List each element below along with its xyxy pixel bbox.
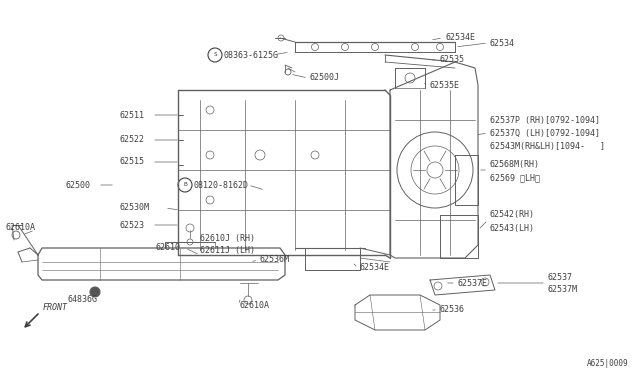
Text: 62511: 62511 (120, 110, 145, 119)
Text: 62535E: 62535E (430, 80, 460, 90)
Text: A625|0009: A625|0009 (586, 359, 628, 368)
Text: 62543(LH): 62543(LH) (490, 224, 535, 232)
Text: 62537Q (LH)[0792-1094]: 62537Q (LH)[0792-1094] (490, 128, 600, 138)
Text: 62543M(RH&LH)[1094-   ]: 62543M(RH&LH)[1094- ] (490, 141, 605, 151)
Text: 62610A: 62610A (5, 224, 35, 232)
Text: S: S (213, 52, 217, 58)
Text: 62536: 62536 (440, 305, 465, 314)
Text: 64836G: 64836G (68, 295, 98, 305)
Text: 62610: 62610 (155, 244, 180, 253)
Text: FRONT: FRONT (43, 302, 68, 311)
Text: 62534E: 62534E (360, 263, 390, 273)
Text: 62542(RH): 62542(RH) (490, 211, 535, 219)
Text: 62568M(RH): 62568M(RH) (490, 160, 540, 170)
Text: 62610J (RH): 62610J (RH) (200, 234, 255, 243)
Text: 62534: 62534 (490, 38, 515, 48)
Text: 62536M: 62536M (260, 256, 290, 264)
Circle shape (90, 287, 100, 297)
Text: 08120-8162D: 08120-8162D (194, 180, 249, 189)
Text: 62537E: 62537E (458, 279, 488, 288)
Text: 62500J: 62500J (310, 74, 340, 83)
Text: 62535: 62535 (440, 55, 465, 64)
Text: 08363-6125G: 08363-6125G (224, 51, 279, 60)
Text: 62569 （LH）: 62569 （LH） (490, 173, 540, 183)
Text: 62522: 62522 (120, 135, 145, 144)
Text: 62534E: 62534E (445, 33, 475, 42)
Text: 62537M: 62537M (548, 285, 578, 295)
Text: B: B (183, 183, 187, 187)
Text: 62610A: 62610A (240, 301, 270, 310)
Text: 62611J (LH): 62611J (LH) (200, 246, 255, 254)
Text: 62530M: 62530M (120, 203, 150, 212)
Text: 62537P (RH)[0792-1094]: 62537P (RH)[0792-1094] (490, 115, 600, 125)
Text: 62500: 62500 (65, 180, 90, 189)
Text: 62515: 62515 (120, 157, 145, 167)
Text: 62537: 62537 (548, 273, 573, 282)
Text: 62523: 62523 (120, 221, 145, 230)
